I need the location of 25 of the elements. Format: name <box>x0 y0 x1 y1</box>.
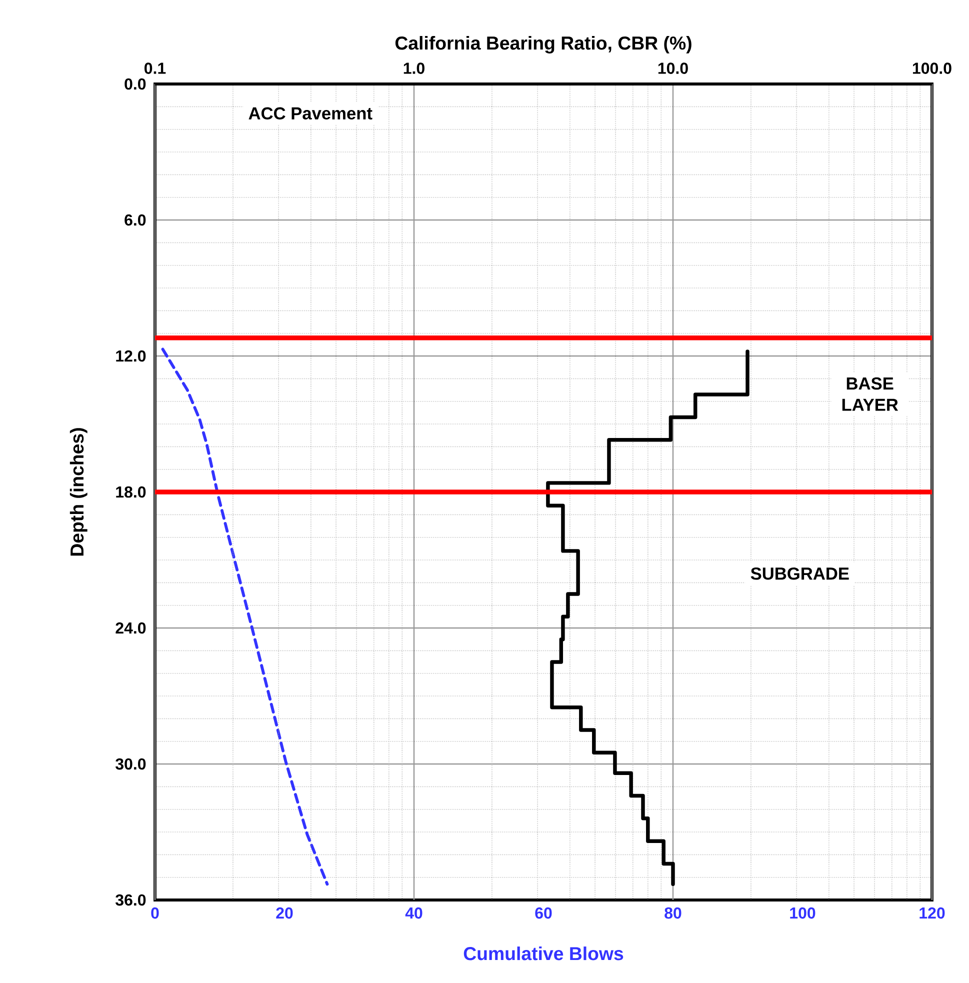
y-tick-label: 6.0 <box>124 214 146 226</box>
x-tick-label: 80 <box>664 907 682 919</box>
y-axis-title: Depth (inches) <box>70 428 88 556</box>
annotation: SUBGRADE <box>750 567 849 580</box>
x2-tick-label: 10.0 <box>658 62 688 74</box>
x-tick-label: 20 <box>276 907 293 919</box>
x2-tick-label: 1.0 <box>404 62 424 74</box>
line-series <box>161 348 329 886</box>
y-tick-label: 24.0 <box>116 622 146 634</box>
x-tick-label: 100 <box>790 907 816 919</box>
y-tick-label: 30.0 <box>116 758 146 770</box>
x-tick-label: 60 <box>535 907 552 919</box>
y-tick-label: 0.0 <box>124 78 146 90</box>
annotation: ACC Pavement <box>248 107 372 120</box>
x2-axis-title: California Bearing Ratio, CBR (%) <box>395 36 692 54</box>
y-tick-label: 36.0 <box>116 894 146 906</box>
annotation: BASE LAYER <box>842 377 898 411</box>
x2-tick-label: 0.1 <box>144 62 166 74</box>
x-tick-label: 0 <box>151 907 159 919</box>
x-tick-label: 40 <box>405 907 422 919</box>
x-tick-label: 120 <box>920 907 945 919</box>
x2-tick-label: 100.0 <box>912 62 952 74</box>
y-tick-label: 18.0 <box>116 486 146 498</box>
x-axis-title: Cumulative Blows <box>464 946 624 960</box>
y-tick-label: 12.0 <box>116 350 146 362</box>
